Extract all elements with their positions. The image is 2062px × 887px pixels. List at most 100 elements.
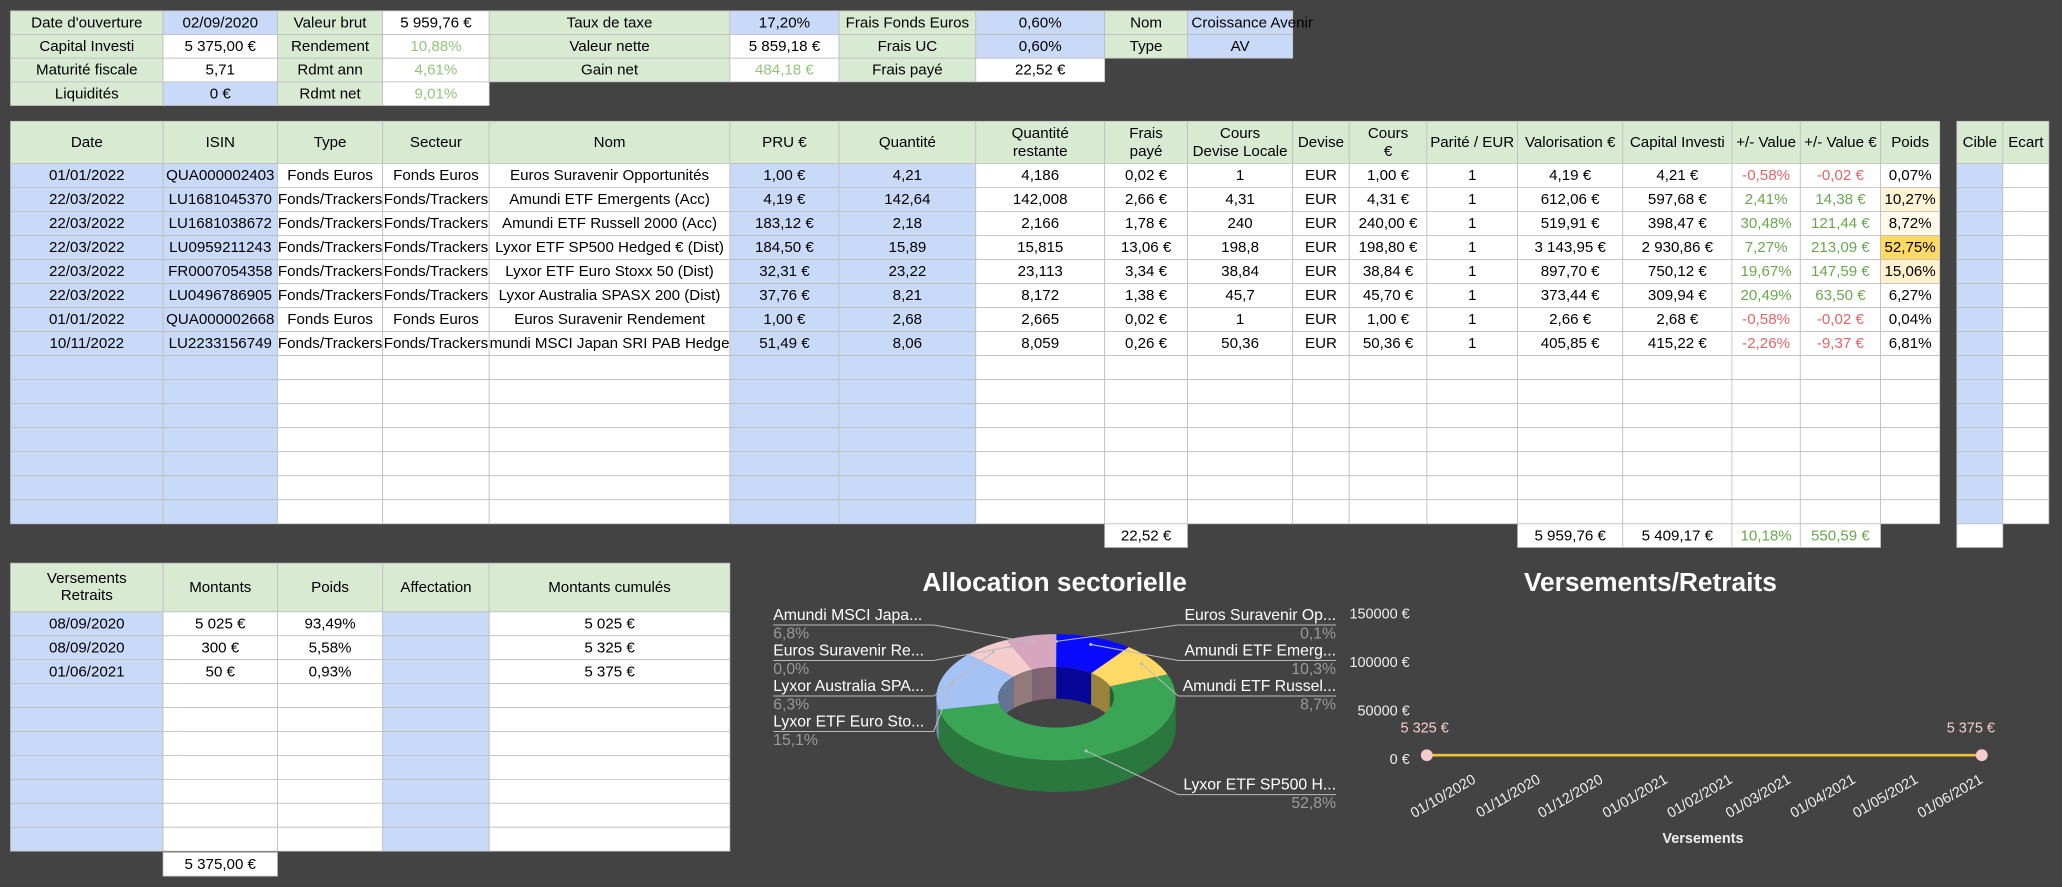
cell — [1517, 403, 1624, 429]
cell — [729, 283, 840, 308]
cell — [1731, 475, 1801, 501]
cell — [1104, 379, 1188, 405]
cell — [277, 451, 384, 477]
cell — [1517, 355, 1624, 381]
cell — [1799, 120, 1881, 164]
cell — [1348, 120, 1428, 164]
cell — [729, 120, 840, 164]
y-tick-label: 0 € — [1390, 752, 1410, 768]
cell — [1187, 259, 1294, 284]
cell-text: 50,36 € — [1363, 335, 1414, 352]
leader-dot — [1140, 662, 1144, 666]
slice-label: Euros Suravenir Op... — [1184, 607, 1336, 624]
cell-text: LU1681038672 — [169, 215, 272, 232]
cell-text: Fonds/Trackers — [278, 335, 383, 352]
cell — [10, 755, 164, 780]
cell — [10, 427, 164, 453]
cell — [1799, 403, 1881, 429]
cell-text: 4,19 € — [763, 191, 806, 208]
cell — [1104, 403, 1188, 429]
cell-text: Euros Suravenir Opportunités — [510, 167, 709, 184]
cell — [1187, 379, 1294, 405]
cell — [162, 562, 278, 613]
leader-dot — [1054, 639, 1058, 643]
cell-text: PRU € — [762, 134, 807, 151]
cell-text: Rdmt net — [299, 85, 361, 102]
cell — [1799, 283, 1881, 308]
cell — [1622, 427, 1733, 453]
cell — [1880, 355, 1941, 381]
cell-text: 0,60% — [1019, 38, 1062, 55]
cell — [1799, 355, 1881, 381]
cell-text: 1 — [1468, 215, 1476, 232]
cell — [488, 802, 731, 828]
leader-dot — [1089, 642, 1093, 647]
cell-text: 1,38 € — [1125, 287, 1168, 304]
cell-text: 121,44 € — [1811, 215, 1870, 232]
cell — [1187, 475, 1294, 501]
cell-text: 0,93% — [309, 663, 352, 680]
cell — [488, 307, 731, 332]
cell — [838, 235, 977, 260]
cell — [1292, 307, 1350, 332]
cell — [729, 211, 840, 236]
cell — [1348, 355, 1428, 381]
cell — [10, 355, 164, 381]
cell-text: EUR — [1305, 335, 1337, 352]
cell-text: LU2233156749 — [169, 335, 272, 352]
leader-line — [773, 651, 994, 697]
cell-text: QUA000002403 — [166, 167, 274, 184]
cell-text: 22,52 € — [1015, 62, 1066, 79]
cell — [1956, 283, 2004, 308]
cell-text: 897,70 € — [1541, 263, 1600, 280]
cell — [1799, 211, 1881, 236]
cell — [10, 826, 164, 852]
cell-text: 2 930,86 € — [1642, 239, 1714, 256]
cell — [1104, 451, 1188, 477]
slice-label: Lyxor Australia SPA... — [773, 678, 924, 695]
cell — [1104, 427, 1188, 453]
cell — [1622, 259, 1733, 284]
leader-dot — [1010, 644, 1014, 649]
cell — [488, 562, 731, 613]
cell — [382, 499, 490, 525]
cell — [488, 707, 731, 732]
cell — [10, 802, 164, 828]
cell — [10, 683, 164, 708]
cell — [162, 259, 278, 284]
cell-text: 45,70 € — [1363, 287, 1414, 304]
point — [1975, 749, 1988, 762]
cell — [1956, 475, 2004, 501]
cell-text: Date — [71, 134, 103, 151]
cell — [975, 162, 1106, 188]
cell — [10, 379, 164, 405]
cell — [1187, 403, 1294, 429]
cell-text: 93,49% — [304, 615, 355, 632]
cell — [2002, 120, 2050, 164]
cell — [729, 307, 840, 332]
cell — [1956, 187, 2004, 212]
cell — [1348, 235, 1428, 260]
leader-line — [1085, 750, 1337, 796]
cell-text: 5 409,17 € — [1642, 527, 1714, 544]
cell — [729, 259, 840, 284]
cell-text: 01/01/2022 — [49, 167, 125, 184]
cell — [162, 307, 278, 332]
slice — [1056, 634, 1129, 674]
slice-inner-side — [1032, 667, 1056, 702]
slice-value-label: 6,3% — [773, 696, 809, 713]
cell-text: mundi MSCI Japan SRI PAB Hedge — [490, 335, 730, 352]
cell-text: 240 — [1227, 215, 1252, 232]
cell-text: Cours — [1368, 125, 1409, 142]
slice-label: Lyxor ETF SP500 H... — [1183, 777, 1336, 794]
cell-text: 4,31 € — [1367, 191, 1410, 208]
cell-text: Valeur nette — [569, 38, 649, 55]
cell-text: 9,01% — [415, 85, 458, 102]
cell — [1426, 379, 1518, 405]
cell-text: Montants — [189, 579, 252, 596]
value-label: 5 325 € — [1401, 721, 1449, 737]
leader-dot — [1084, 749, 1088, 753]
cell-text: 1,00 € — [763, 167, 806, 184]
cell-text: Euros Suravenir Rendement — [514, 311, 705, 328]
cell — [1348, 283, 1428, 308]
